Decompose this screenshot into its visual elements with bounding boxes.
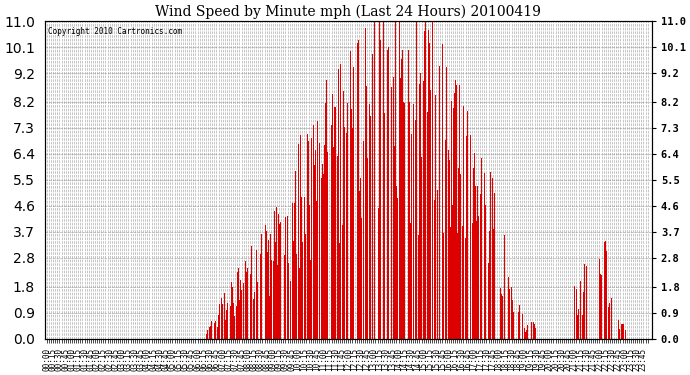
Text: Copyright 2010 Cartronics.com: Copyright 2010 Cartronics.com xyxy=(48,27,182,36)
Title: Wind Speed by Minute mph (Last 24 Hours) 20100419: Wind Speed by Minute mph (Last 24 Hours)… xyxy=(155,4,541,18)
